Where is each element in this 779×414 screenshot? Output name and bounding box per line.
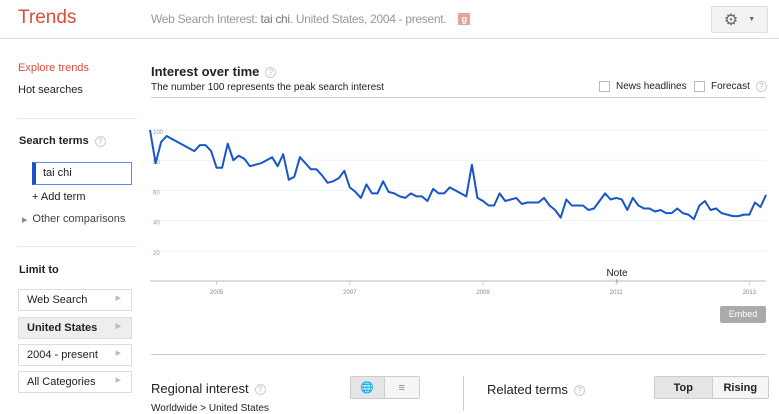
y-tick-label: 100 [153, 130, 164, 136]
news-label: News headlines [616, 81, 687, 93]
y-tick-label: 60 [153, 190, 160, 196]
nav-hot-searches[interactable]: Hot searches [18, 84, 83, 96]
help-icon[interactable]: ? [755, 81, 767, 92]
section-divider [151, 97, 766, 98]
arrow-right-icon: ▶ [115, 295, 121, 302]
sidebar-divider [18, 246, 137, 247]
limit-country[interactable]: United States ▶ [18, 317, 132, 339]
arrow-right-icon: ▶ [115, 323, 121, 330]
summary-prefix: Web Search Interest: [151, 12, 261, 26]
summary-term: tai chi [260, 12, 291, 26]
help-icon[interactable]: ? [573, 385, 585, 397]
note-marker[interactable]: Note [606, 268, 628, 279]
add-term-link[interactable]: + Add term [32, 191, 86, 203]
x-tick-label: 2007 [343, 290, 357, 296]
y-tick-label: 40 [153, 221, 160, 227]
regional-interest-heading: Regional interest? [151, 381, 266, 396]
related-title: Related terms [487, 382, 568, 397]
x-tick-label: 2011 [610, 290, 624, 296]
limit-label: United States [27, 322, 98, 334]
x-tick-label: 2009 [476, 290, 490, 296]
series-line [149, 129, 767, 221]
header-divider [0, 38, 779, 39]
forecast-label: Forecast [711, 81, 750, 93]
search-terms-label: Search terms? [19, 135, 106, 147]
embed-button[interactable]: Embed [720, 306, 766, 323]
search-term-input[interactable]: tai chi [32, 162, 132, 185]
list-icon: ≡ [398, 381, 405, 394]
map-view-button[interactable]: 🌐 [351, 377, 385, 398]
forecast-checkbox[interactable]: Forecast? [694, 81, 767, 92]
limit-label: 2004 - present [27, 349, 98, 361]
help-icon[interactable]: ? [265, 67, 277, 79]
regional-title: Regional interest [151, 381, 249, 396]
other-comparisons-toggle[interactable]: ▶ Other comparisons [22, 213, 125, 225]
nav-explore-trends[interactable]: Explore trends [18, 62, 89, 74]
interest-chart: 20 40 60 80 100 2005 2007 2009 2011 2013 Note [149, 129, 767, 296]
peak-note: The number 100 represents the peak searc… [151, 82, 384, 93]
sidebar-divider [18, 118, 137, 119]
x-tick-label: 2013 [743, 290, 757, 296]
list-view-button[interactable]: ≡ [384, 377, 419, 398]
interest-title: Interest over time [151, 64, 260, 79]
limit-time-range[interactable]: 2004 - present ▶ [18, 344, 132, 366]
limit-to-label: Limit to [19, 264, 59, 276]
vertical-divider [463, 376, 464, 411]
trends-logo[interactable]: Trends [18, 7, 77, 28]
news-headlines-checkbox[interactable]: News headlines [599, 81, 687, 92]
limit-web-search[interactable]: Web Search ▶ [18, 289, 132, 311]
rising-tab[interactable]: Rising [712, 377, 768, 398]
y-tick-label: 20 [153, 251, 160, 257]
gear-icon: ⚙ [723, 11, 739, 29]
other-comparisons-label: Other comparisons [32, 213, 126, 225]
interest-over-time-heading: Interest over time? [151, 64, 277, 79]
summary-suffix: . United States, 2004 - present. [289, 12, 447, 26]
region-breadcrumb[interactable]: Worldwide > United States [151, 403, 269, 414]
arrow-right-icon: ▶ [115, 350, 121, 357]
limit-label: All Categories [27, 376, 96, 388]
y-tick-label: 80 [153, 160, 160, 166]
related-terms-heading: Related terms? [487, 382, 585, 397]
help-icon[interactable]: ? [94, 135, 106, 147]
checkbox[interactable] [599, 81, 610, 92]
google-plus-share-icon[interactable]: g [458, 13, 471, 25]
triangle-right-icon: ▶ [22, 217, 28, 224]
chevron-down-icon: ▼ [748, 16, 756, 23]
search-summary: Web Search Interest: tai chi. United Sta… [151, 12, 447, 26]
top-tab[interactable]: Top [655, 377, 713, 398]
arrow-right-icon: ▶ [115, 377, 121, 384]
x-tick-label: 2005 [210, 290, 224, 296]
section-divider [151, 354, 766, 355]
globe-icon: 🌐 [360, 382, 375, 394]
header-summary-row: Web Search Interest: tai chi. United Sta… [151, 12, 471, 26]
settings-button[interactable]: ⚙ ▼ [711, 6, 768, 33]
checkbox[interactable] [694, 81, 705, 92]
limit-categories[interactable]: All Categories ▶ [18, 371, 132, 393]
limit-label: Web Search [27, 294, 88, 306]
help-icon[interactable]: ? [254, 384, 266, 396]
search-terms-text: Search terms [19, 135, 89, 147]
related-terms-toggle: Top Rising [654, 376, 769, 399]
regional-view-toggle: 🌐 ≡ [350, 376, 420, 399]
